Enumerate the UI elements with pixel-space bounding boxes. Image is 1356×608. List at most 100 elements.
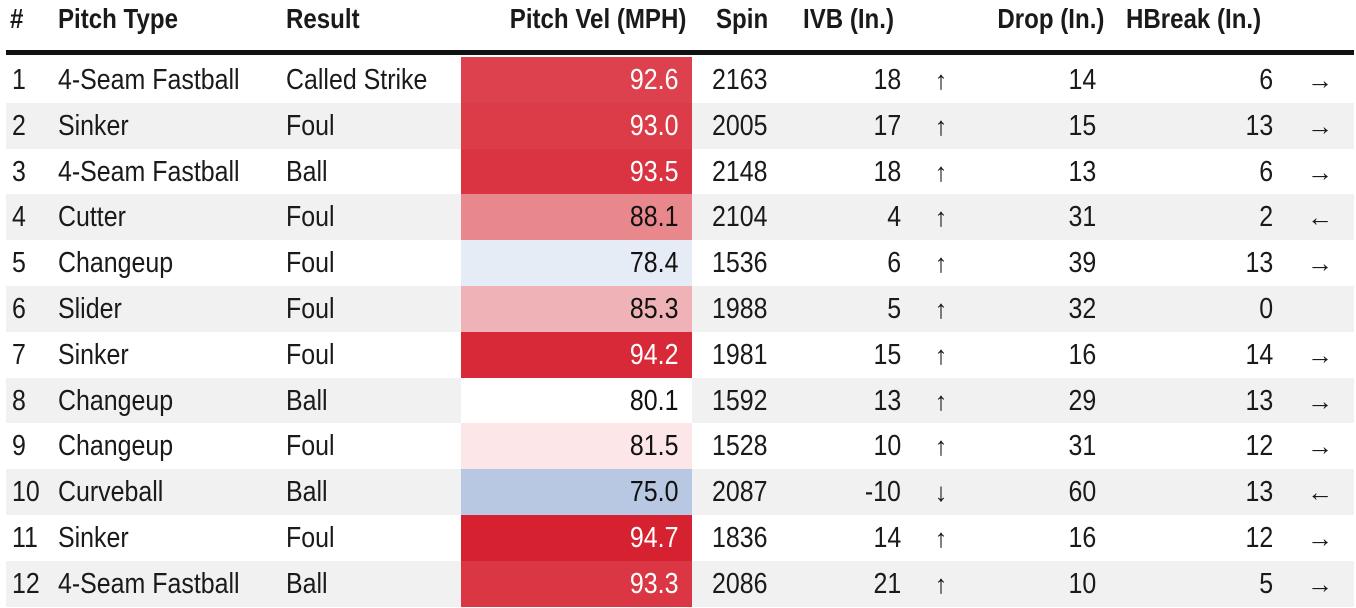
row-number: 9	[12, 430, 26, 463]
velocity-cell: 92.6	[461, 57, 692, 103]
result-cell: Foul	[286, 109, 335, 142]
spin-cell: 1836	[712, 521, 768, 554]
header-ivb[interactable]: IVB (In.)	[803, 3, 894, 34]
header-drop[interactable]: Drop (In.)	[996, 3, 1104, 34]
table-row: 11 Sinker Foul 94.7 1836 14 ↑ 16 12 →	[6, 514, 1354, 561]
header-pitch-type[interactable]: Pitch Type	[58, 3, 178, 34]
header-velocity[interactable]: Pitch Vel (MPH)	[509, 3, 686, 34]
drop-cell: 60	[1068, 476, 1096, 509]
hbreak-cell: 13	[1245, 109, 1273, 142]
pitch-type-cell: Changeup	[58, 247, 174, 280]
row-number: 8	[12, 384, 26, 417]
velocity-value: 94.7	[629, 521, 678, 554]
row-number: 10	[12, 476, 40, 509]
pitch-type-cell: 4-Seam Fastball	[58, 567, 240, 600]
spin-cell: 2148	[712, 155, 768, 188]
result-cell: Foul	[286, 201, 335, 234]
drop-cell: 39	[1068, 247, 1096, 280]
result-cell: Ball	[286, 155, 328, 188]
header-spin[interactable]: Spin	[716, 3, 769, 34]
hbreak-arrow-icon: →	[1307, 522, 1333, 553]
hbreak-arrow-icon: ←	[1307, 202, 1333, 233]
ivb-arrow-icon: ↑	[934, 385, 948, 416]
ivb-cell: 21	[873, 567, 901, 600]
ivb-cell: 4	[887, 201, 901, 234]
header-result[interactable]: Result	[286, 3, 360, 34]
drop-cell: 32	[1068, 292, 1096, 325]
pitch-type-cell: Curveball	[58, 476, 164, 509]
ivb-arrow-icon: ↑	[934, 568, 948, 599]
spin-cell: 1528	[712, 430, 768, 463]
spin-cell: 1592	[712, 384, 768, 417]
hbreak-cell: 6	[1259, 155, 1273, 188]
result-cell: Ball	[286, 384, 328, 417]
drop-cell: 15	[1068, 109, 1096, 142]
ivb-cell: 13	[873, 384, 901, 417]
velocity-cell: 94.7	[461, 514, 692, 561]
ivb-arrow-icon: ↑	[934, 156, 948, 187]
ivb-arrow-icon: ↑	[934, 293, 948, 324]
ivb-cell: 10	[873, 430, 901, 463]
hbreak-arrow-icon: →	[1307, 339, 1333, 370]
table-row: 8 Changeup Ball 80.1 1592 13 ↑ 29 13 →	[6, 377, 1354, 424]
pitch-type-cell: Sinker	[58, 338, 129, 371]
drop-cell: 10	[1068, 567, 1096, 600]
velocity-cell: 88.1	[461, 194, 692, 241]
spin-cell: 2086	[712, 567, 768, 600]
hbreak-cell: 13	[1245, 476, 1273, 509]
spin-cell: 1536	[712, 247, 768, 280]
row-number: 7	[12, 338, 26, 371]
header-num[interactable]: #	[10, 3, 24, 34]
velocity-cell: 93.0	[461, 102, 692, 149]
row-number: 5	[12, 247, 26, 280]
drop-cell: 16	[1068, 338, 1096, 371]
velocity-value: 75.0	[629, 476, 678, 509]
ivb-cell: 14	[873, 521, 901, 554]
pitch-type-cell: 4-Seam Fastball	[58, 155, 240, 188]
hbreak-arrow-icon: →	[1307, 65, 1333, 95]
pitch-type-cell: Sinker	[58, 109, 129, 142]
table-row: 3 4-Seam Fastball Ball 93.5 2148 18 ↑ 13…	[6, 148, 1354, 195]
result-cell: Foul	[286, 247, 335, 280]
drop-cell: 13	[1068, 155, 1096, 188]
ivb-cell: 18	[873, 64, 901, 96]
velocity-value: 94.2	[629, 338, 678, 371]
spin-cell: 1981	[712, 338, 768, 371]
spin-cell: 2163	[712, 64, 768, 96]
spin-cell: 1988	[712, 292, 768, 325]
ivb-arrow-icon: ↑	[934, 110, 948, 141]
ivb-arrow-icon: ↑	[934, 431, 948, 462]
table-row: 2 Sinker Foul 93.0 2005 17 ↑ 15 13 →	[6, 102, 1354, 149]
header-hbreak[interactable]: HBreak (In.)	[1126, 3, 1262, 34]
pitch-type-cell: Slider	[58, 292, 122, 325]
ivb-arrow-icon: ↓	[934, 477, 948, 508]
row-number: 6	[12, 292, 26, 325]
result-cell: Foul	[286, 338, 335, 371]
table-row: 6 Slider Foul 85.3 1988 5 ↑ 32 0	[6, 285, 1354, 332]
velocity-value: 85.3	[629, 292, 678, 325]
ivb-arrow-icon: ↑	[934, 202, 948, 233]
ivb-arrow-icon: ↑	[934, 65, 948, 95]
table-row: 9 Changeup Foul 81.5 1528 10 ↑ 31 12 →	[6, 423, 1354, 470]
table-row: 7 Sinker Foul 94.2 1981 15 ↑ 16 14 →	[6, 331, 1354, 378]
spin-cell: 2104	[712, 201, 768, 234]
spin-cell: 2005	[712, 109, 768, 142]
velocity-value: 88.1	[629, 201, 678, 234]
velocity-value: 80.1	[629, 384, 678, 417]
ivb-arrow-icon: ↑	[934, 248, 948, 279]
table-row: 1 4-Seam Fastball Called Strike 92.6 216…	[6, 57, 1354, 103]
result-cell: Called Strike	[286, 64, 428, 96]
row-number: 1	[12, 64, 26, 96]
drop-cell: 31	[1068, 201, 1096, 234]
result-cell: Ball	[286, 567, 328, 600]
ivb-cell: -10	[864, 476, 901, 509]
ivb-cell: 15	[873, 338, 901, 371]
velocity-value: 93.5	[629, 155, 678, 188]
header-divider	[6, 50, 1354, 55]
spin-cell: 2087	[712, 476, 768, 509]
drop-cell: 31	[1068, 430, 1096, 463]
pitch-type-cell: Changeup	[58, 430, 174, 463]
table-row: 5 Changeup Foul 78.4 1536 6 ↑ 39 13 →	[6, 240, 1354, 286]
hbreak-arrow-icon: ←	[1307, 477, 1333, 508]
